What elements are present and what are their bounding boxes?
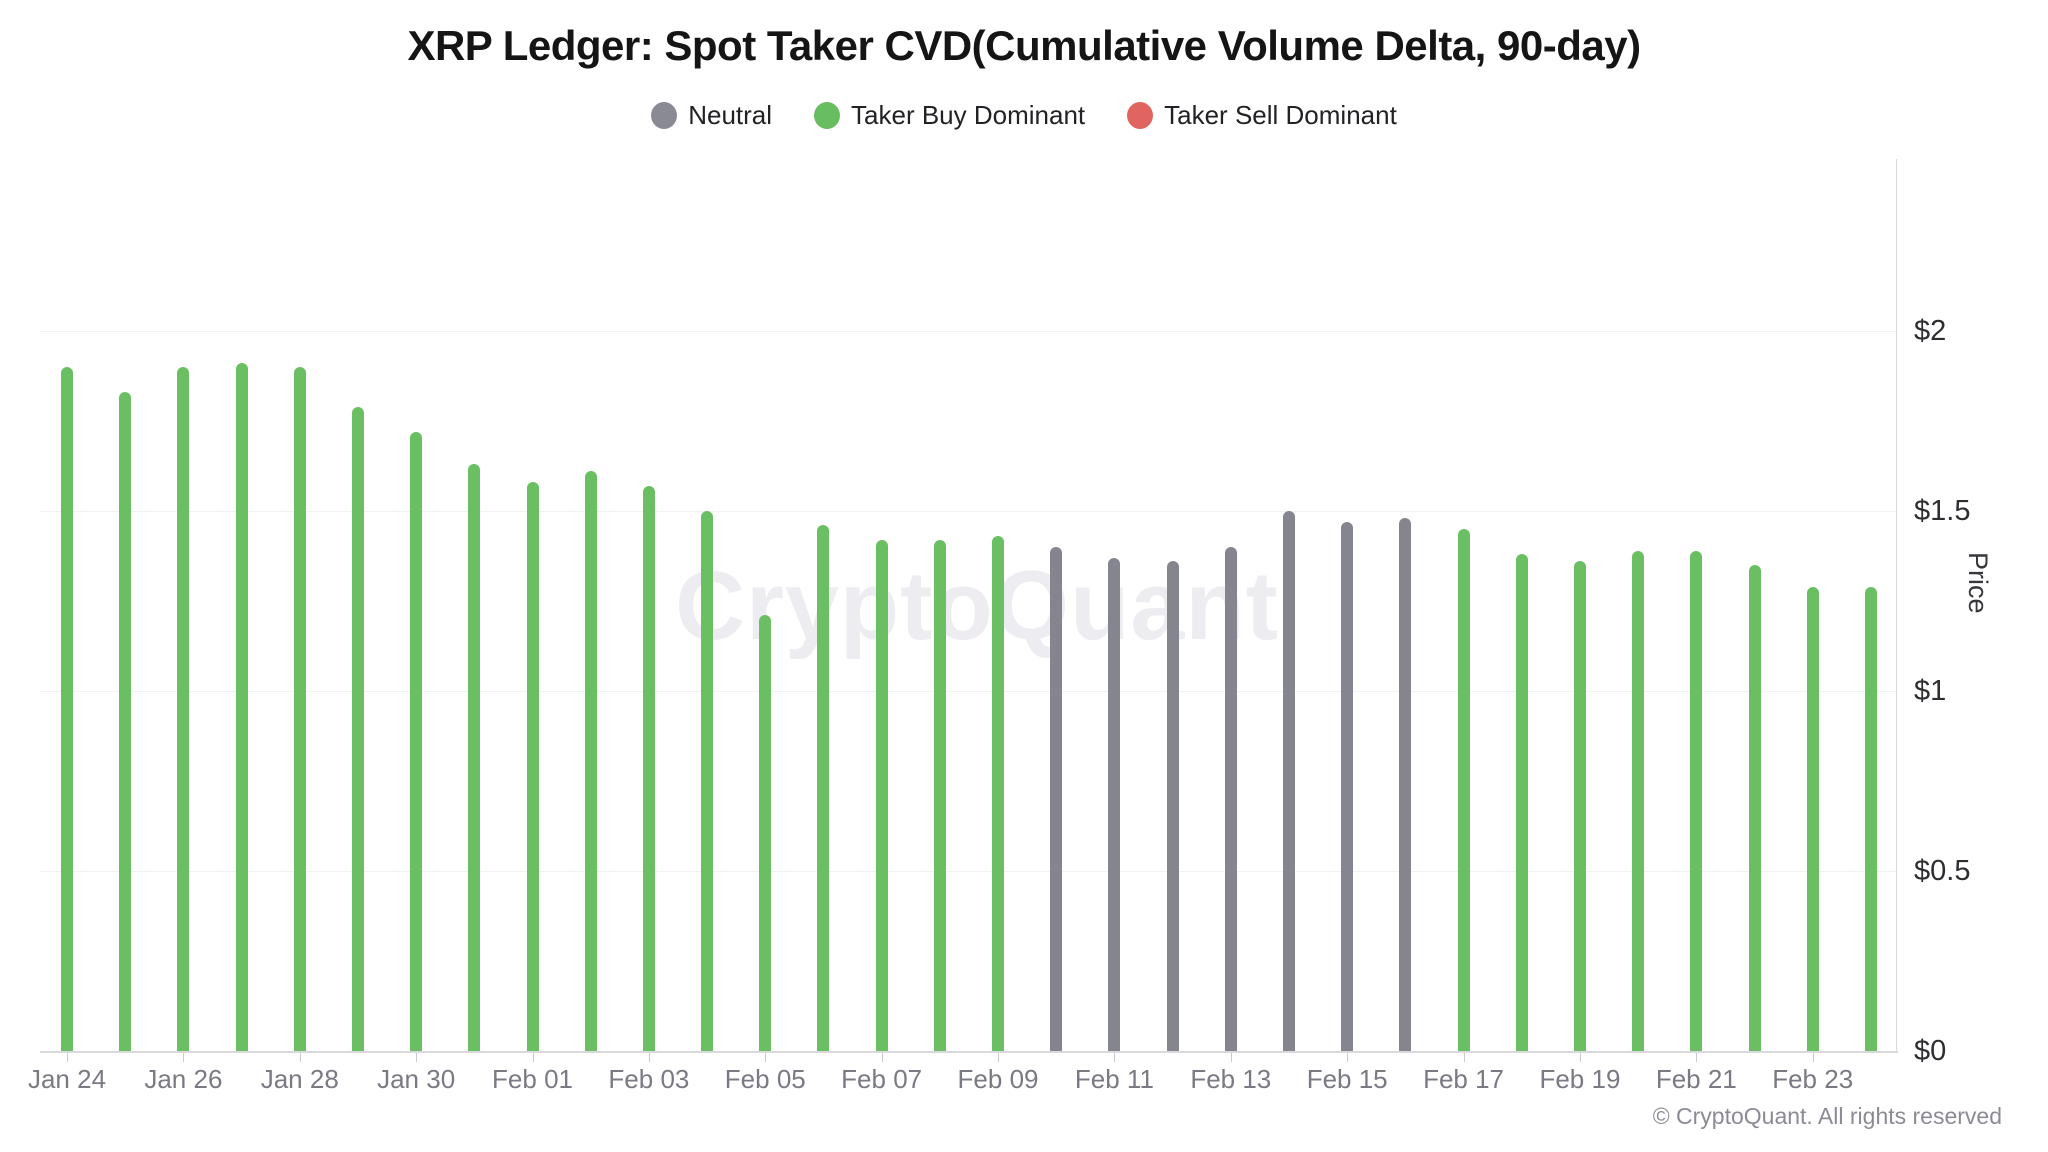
y-tick-label: $1 [1914, 675, 1947, 707]
x-axis-tick [648, 1053, 650, 1062]
x-tick-label: Feb 23 [1772, 1064, 1854, 1094]
x-axis-tick [299, 1053, 301, 1062]
y-tick-label: $0.5 [1914, 855, 1971, 887]
chart-title: XRP Ledger: Spot Taker CVD(Cumulative Vo… [407, 22, 1641, 69]
chart-bar[interactable] [584, 471, 597, 1051]
chart-bar[interactable] [1864, 586, 1877, 1051]
x-tick-label: Feb 19 [1539, 1064, 1621, 1094]
x-axis-tick [1347, 1053, 1349, 1062]
chart-bar[interactable] [875, 539, 888, 1051]
copyright-text: © CryptoQuant. All rights reserved [1652, 1103, 2002, 1129]
chart-bar[interactable] [1108, 557, 1121, 1051]
chart-bar[interactable] [177, 367, 190, 1051]
x-axis-tick [1696, 1053, 1698, 1062]
gridline-1.5 [40, 511, 1896, 512]
legend-dot-neutral [651, 101, 678, 129]
y-axis-title: Price [1963, 552, 1993, 614]
legend-item-sell[interactable]: Taker Sell Dominant [1127, 100, 1397, 131]
chart-bar[interactable] [61, 367, 73, 1051]
chart-bar[interactable] [119, 392, 132, 1051]
x-tick-label: Feb 01 [492, 1064, 573, 1094]
chart-bar[interactable] [1282, 511, 1295, 1051]
chart-bar[interactable] [235, 363, 248, 1051]
x-axis-tick [998, 1053, 1000, 1062]
chart-bar[interactable] [1690, 550, 1703, 1051]
y-axis-line [1896, 159, 1897, 1051]
x-axis-tick [183, 1053, 185, 1062]
x-tick-label: Feb 17 [1423, 1064, 1505, 1094]
x-tick-label: Feb 15 [1306, 1064, 1388, 1094]
x-tick-label: Feb 05 [724, 1064, 806, 1094]
x-tick-label: Jan 24 [27, 1064, 107, 1094]
chart-bar[interactable] [1224, 547, 1237, 1051]
gridline-2 [40, 331, 1896, 332]
chart-bar[interactable] [351, 406, 364, 1051]
legend-dot-sell [1127, 101, 1154, 129]
chart-bar[interactable] [1748, 565, 1761, 1051]
chart-bar[interactable] [468, 464, 481, 1051]
x-tick-label: Jan 26 [144, 1064, 223, 1094]
chart-bar[interactable] [1166, 561, 1179, 1051]
legend: Neutral Taker Buy Dominant Taker Sell Domi… [0, 94, 2048, 136]
x-axis-tick [1812, 1053, 1814, 1062]
chart-bar[interactable] [1399, 518, 1412, 1051]
chart-bar[interactable] [992, 536, 1005, 1051]
x-tick-label: Feb 07 [841, 1064, 923, 1094]
x-axis-tick [765, 1053, 767, 1062]
x-tick-label: Jan 30 [377, 1064, 456, 1094]
legend-dot-buy [814, 101, 841, 129]
x-tick-label: Feb 21 [1655, 1064, 1737, 1094]
chart-bar[interactable] [933, 539, 946, 1051]
chart-bar[interactable] [1050, 547, 1063, 1051]
legend-label: Neutral [688, 99, 773, 130]
legend-item-neutral[interactable]: Neutral [651, 100, 772, 131]
x-tick-label: Jan 28 [260, 1064, 339, 1094]
chart-bar[interactable] [526, 482, 539, 1051]
x-tick-label: Feb 13 [1190, 1064, 1272, 1094]
x-tick-label: Feb 03 [608, 1064, 690, 1094]
chart-bar[interactable] [1515, 554, 1528, 1051]
chart-bar[interactable] [642, 485, 655, 1051]
x-axis-line [40, 1051, 1898, 1053]
chart-bar[interactable] [1573, 561, 1586, 1051]
chart-bar[interactable] [410, 431, 423, 1051]
chart-bar[interactable] [293, 367, 306, 1051]
x-axis-tick [1579, 1053, 1581, 1062]
x-axis-tick [1114, 1053, 1116, 1062]
legend-label: Taker Buy Dominant [851, 99, 1086, 130]
chart-bar[interactable] [1457, 529, 1470, 1051]
gridline-1 [40, 691, 1896, 692]
chart-bar[interactable] [701, 511, 714, 1051]
x-axis-tick [881, 1053, 883, 1062]
y-tick-label: $0 [1914, 1035, 1947, 1067]
x-axis-tick [1230, 1053, 1232, 1062]
chart-bar[interactable] [1341, 521, 1354, 1051]
chart-bar[interactable] [817, 525, 830, 1051]
chart-bar[interactable] [1632, 550, 1645, 1051]
x-tick-label: Feb 09 [957, 1064, 1039, 1094]
gridline-0.5 [40, 871, 1896, 872]
legend-item-buy[interactable]: Taker Buy Dominant [814, 100, 1085, 131]
y-tick-label: $2 [1914, 315, 1947, 347]
chart-bar[interactable] [759, 615, 772, 1051]
x-axis-tick [1463, 1053, 1465, 1062]
legend-label: Taker Sell Dominant [1164, 99, 1397, 130]
x-axis-tick [416, 1053, 418, 1062]
x-tick-label: Feb 11 [1074, 1064, 1154, 1094]
chart-bar[interactable] [1806, 586, 1819, 1051]
x-axis-tick [532, 1053, 534, 1062]
y-tick-label: $1.5 [1914, 495, 1971, 527]
x-axis-tick [67, 1053, 68, 1062]
